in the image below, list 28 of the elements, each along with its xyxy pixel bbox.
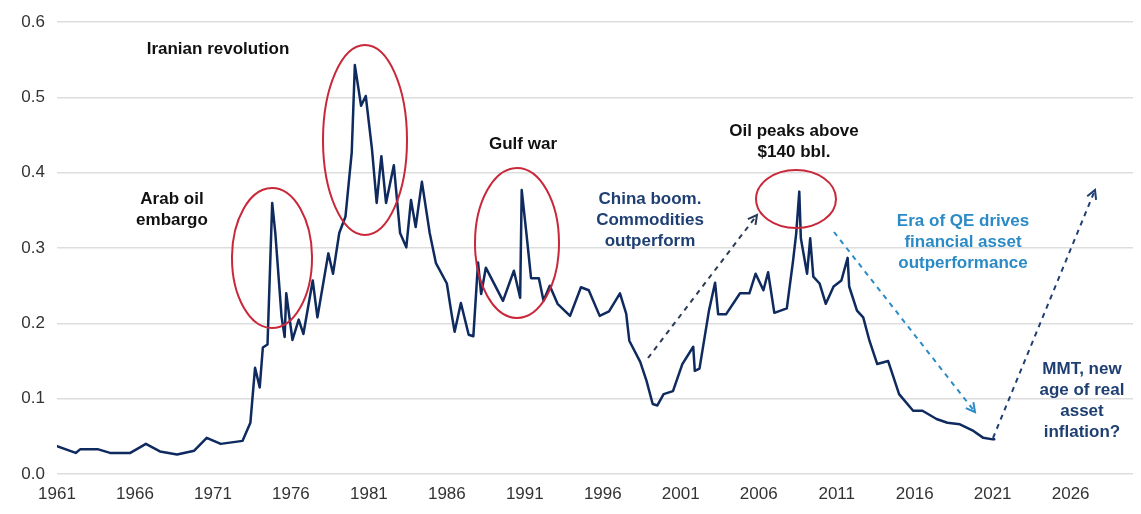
x-tick-label: 2016 [895,483,934,503]
x-tick-label: 2021 [973,483,1012,503]
x-tick-label: 1976 [272,483,310,503]
y-tick-label: 0.1 [21,388,45,408]
y-tick-label: 0.4 [21,162,45,182]
annotation: MMT, new age of real asset inflation? [1038,358,1126,442]
x-tick-label: 2001 [661,483,700,503]
annotation: Era of QE drives financial asset outperformance [895,210,1031,273]
x-tick-label: 1981 [349,483,388,503]
annotation: China boom. Commodities outperform [595,188,705,251]
x-tick-label: 1966 [116,483,154,503]
x-tick-label: 2006 [739,483,778,503]
x-tick-label: 1991 [505,483,544,503]
y-tick-label: 0.6 [21,11,45,31]
y-tick-label: 0.0 [21,463,45,483]
y-tick-label: 0.5 [21,87,45,107]
y-tick-label: 0.2 [21,313,45,333]
annotation: Arab oil embargo [135,188,209,230]
annotation: Oil peaks above $140 bbl. [728,120,860,162]
x-tick-label: 2026 [1051,483,1090,503]
x-tick-label: 1971 [194,483,232,503]
x-tick-label: 1986 [427,483,466,503]
annotation: Gulf war [488,133,558,154]
x-tick-label: 1961 [38,483,76,503]
x-tick-label: 1996 [583,483,622,503]
y-tick-label: 0.3 [21,237,45,257]
annotation: Iranian revolution [145,38,291,59]
x-tick-label: 2011 [818,483,855,503]
